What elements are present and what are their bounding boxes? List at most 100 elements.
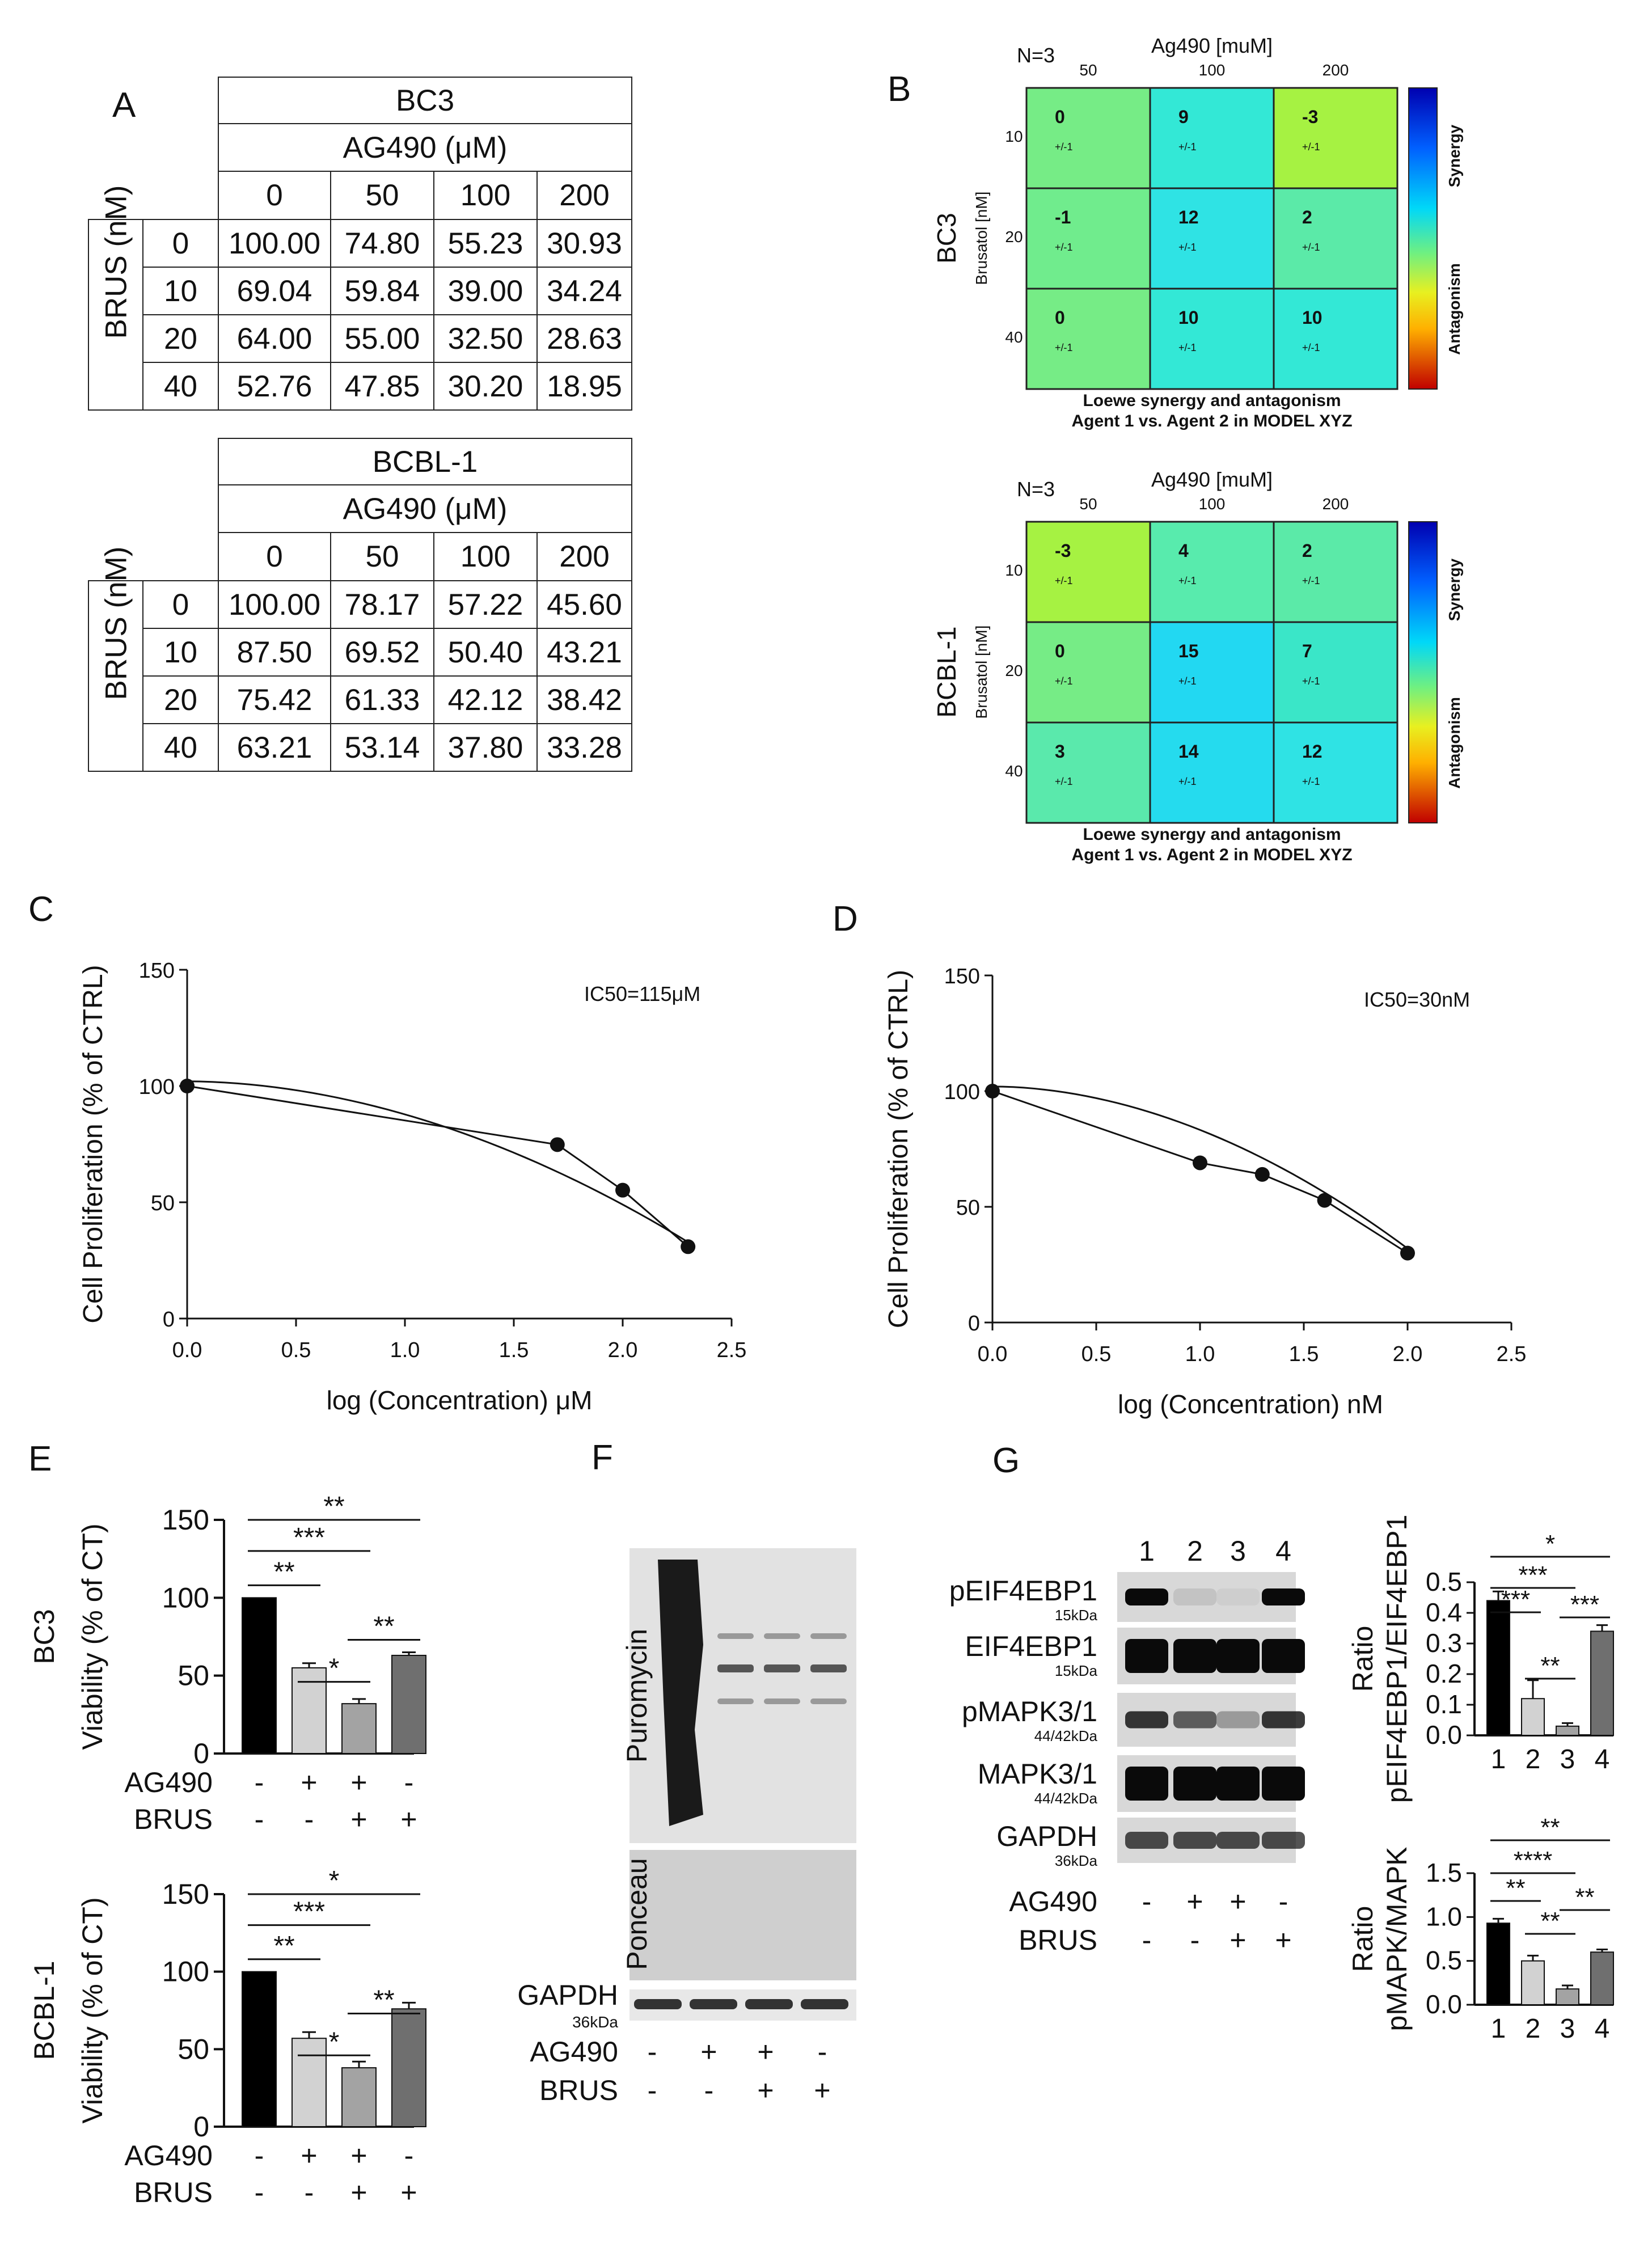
heatmap-y-tick: 20 (1005, 228, 1023, 246)
row-title: BCBL-1 (28, 1961, 60, 2060)
treatment-mark: - (1279, 1886, 1288, 1917)
treatment-label: BRUS (539, 2074, 618, 2106)
y-tick-label: 0.0 (1426, 1989, 1462, 2019)
y-axis-label: pEIF4EBP1/EIF4EBP1 (1381, 1515, 1413, 1803)
heatmap-y-title: Brusatol [nM] (973, 192, 990, 285)
table-cell: 30.20 (433, 362, 538, 411)
table-cell: 39.00 (433, 267, 538, 315)
x-tick-label: 1 (1491, 1744, 1506, 1774)
sig-label: ** (1506, 1874, 1525, 1902)
treatment-mark: - (1142, 1886, 1152, 1917)
treatment-mark: - (255, 2140, 264, 2171)
heatmap-sub: +/-1 (1178, 242, 1197, 253)
table-cell: 30.93 (536, 219, 632, 268)
heatmap-value: 14 (1178, 741, 1199, 762)
y-tick-label: 0.2 (1426, 1659, 1462, 1688)
blot-band (1216, 1588, 1260, 1605)
x-tick-label: 2.0 (1393, 1342, 1423, 1366)
treatment-mark: - (255, 2177, 264, 2208)
treatment-mark: + (301, 2140, 317, 2171)
table-cell: 55.23 (433, 219, 538, 268)
blot-band (1216, 1711, 1260, 1729)
treatment-mark: - (648, 2036, 657, 2068)
blot-band (1173, 1711, 1216, 1729)
table-agent-header: AG490 (μM) (218, 123, 632, 172)
bar (341, 2067, 377, 2127)
heatmap-x-tick: 50 (1079, 495, 1097, 513)
x-tick-label: 4 (1595, 2014, 1610, 2044)
heatmap-footer: Agent 1 vs. Agent 2 in MODEL XYZ (1071, 846, 1352, 864)
x-tick-label: 2 (1526, 2014, 1541, 2044)
data-point (1193, 1155, 1207, 1171)
treatment-mark: - (305, 1803, 314, 1835)
bar (291, 2038, 327, 2127)
heatmap-value: 3 (1055, 741, 1065, 762)
table-cell: 50.40 (433, 628, 538, 677)
table-row-value: 20 (142, 675, 219, 724)
bar (1590, 1951, 1614, 2005)
table-col-header: 100 (433, 171, 538, 220)
blot-band (1262, 1639, 1305, 1673)
table-cell: 55.00 (330, 314, 434, 363)
heatmap-cell (1149, 87, 1275, 189)
heatmap-cell (1273, 87, 1399, 189)
heatmap-value: 2 (1302, 540, 1312, 561)
table-cell: 42.12 (433, 675, 538, 724)
heatmap-value: 12 (1302, 741, 1323, 762)
heatmap-sub: +/-1 (1055, 242, 1073, 253)
heatmap-value: 2 (1302, 207, 1312, 227)
table-row-header: BRUS (nM) (88, 185, 143, 411)
heatmap-y-tick: 40 (1005, 762, 1023, 780)
sig-label: ** (1575, 1883, 1594, 1911)
blot-band (1262, 1711, 1305, 1729)
table-cell: 45.60 (536, 580, 632, 629)
bar (291, 1667, 327, 1755)
heatmap-cell (1025, 187, 1151, 290)
sig-label: * (329, 1866, 340, 1896)
table-cell: 18.95 (536, 362, 632, 411)
table-cell: 100.00 (218, 219, 331, 268)
heatmap-cell (1025, 288, 1151, 390)
y-axis-label: pMAPK/MAPK (1381, 1847, 1413, 2031)
treatment-label: AG490 (1009, 1886, 1097, 1917)
treatment-mark: + (350, 2177, 367, 2208)
y-axis-label: Cell Proliferation (% of CTRL) (78, 965, 108, 1323)
heatmap-value: 10 (1302, 307, 1323, 328)
table-row-value: 20 (142, 314, 219, 363)
data-point (615, 1182, 630, 1198)
table-cell: 43.21 (536, 628, 632, 677)
heatmap-sub: +/-1 (1178, 141, 1197, 153)
heatmap-sub: +/-1 (1055, 141, 1073, 153)
heatmap-value: 9 (1178, 107, 1189, 127)
x-tick-label: 0.0 (172, 1338, 202, 1362)
heatmap-x-title: Ag490 [muM] (1151, 468, 1273, 491)
treatment-mark: + (700, 2036, 717, 2068)
table-cell: 32.50 (433, 314, 538, 363)
panel-label-a: A (112, 86, 136, 125)
heatmap-value: -1 (1055, 207, 1071, 227)
treatment-mark: + (400, 2177, 417, 2208)
x-tick-label: 2.5 (1497, 1342, 1527, 1366)
treatment-label: BRUS (134, 1803, 213, 1835)
heatmap-cell (1273, 721, 1399, 824)
heatmap-cell (1273, 187, 1399, 290)
heatmap-n: N=3 (1017, 478, 1055, 501)
x-tick-label: 3 (1560, 1744, 1575, 1774)
table-col-header: 0 (218, 532, 331, 581)
blot-band (1262, 1767, 1305, 1801)
heatmap-y-tick: 20 (1005, 662, 1023, 679)
blot-band (717, 1698, 754, 1704)
data-point (550, 1137, 565, 1152)
bar (1590, 1630, 1614, 1736)
blot-kda: 15kDa (1055, 1607, 1098, 1624)
y-tick-label: 0 (193, 2111, 209, 2143)
blot-band (1216, 1767, 1260, 1801)
table-cell: 47.85 (330, 362, 434, 411)
blot-band (810, 1664, 847, 1672)
sig-label: ** (323, 1492, 344, 1522)
table-col-header: 100 (433, 532, 538, 581)
blot-label: pMAPK3/1 (962, 1696, 1097, 1727)
heatmap-sub: +/-1 (1302, 675, 1320, 687)
blot-kda: 44/42kDa (1034, 1790, 1098, 1807)
y-tick-label: 0 (163, 1308, 175, 1332)
